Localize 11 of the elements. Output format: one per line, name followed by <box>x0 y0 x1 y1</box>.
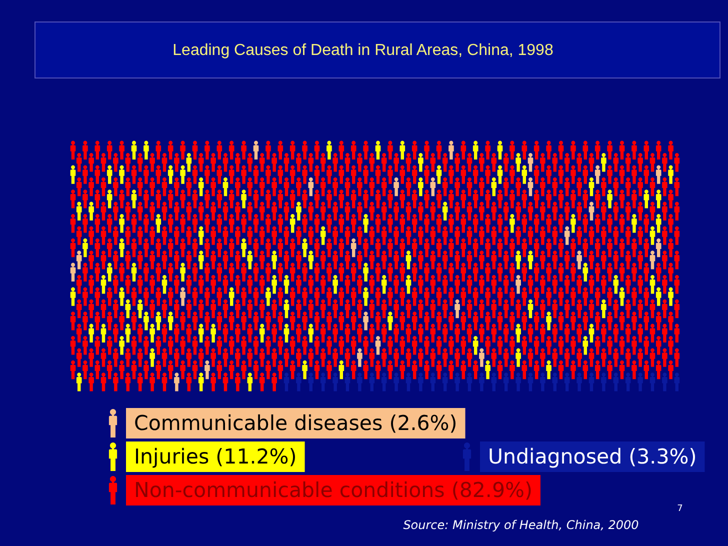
category-label: Communicable diseases <box>134 411 383 435</box>
data-label: (11.2%) <box>216 444 297 468</box>
data-label: (3.3%) <box>628 444 697 468</box>
source-note: Source: Ministry of Health, China, 2000 <box>403 518 640 532</box>
text: 7 <box>677 504 683 514</box>
category-label: Non-communicable conditions <box>134 478 445 502</box>
category-label: Injuries <box>134 444 210 468</box>
text: Leading Causes of Death in Rural Areas, China, 1998 <box>172 42 554 59</box>
data-label: (2.6%) <box>389 411 458 435</box>
data-label: (82.9%) <box>451 478 532 502</box>
category-label: Undiagnosed <box>488 444 622 468</box>
